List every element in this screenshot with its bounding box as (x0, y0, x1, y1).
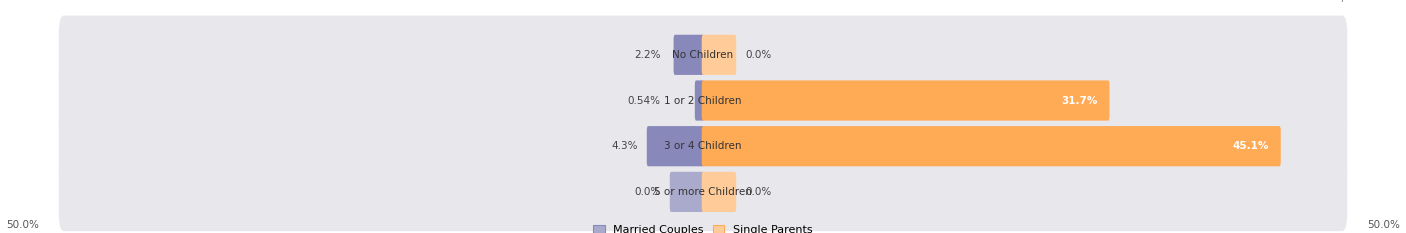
Text: 2.2%: 2.2% (634, 50, 661, 60)
Text: 3 or 4 Children: 3 or 4 Children (664, 141, 742, 151)
Text: INCOME BELOW POVERTY AMONG MARRIED-COUPLE VS SINGLE-PARENT HOUSEHOLDS IN SHERIDA: INCOME BELOW POVERTY AMONG MARRIED-COUPL… (360, 0, 1046, 2)
Text: 0.54%: 0.54% (628, 96, 661, 106)
Text: 31.7%: 31.7% (1062, 96, 1098, 106)
FancyBboxPatch shape (59, 107, 1347, 185)
FancyBboxPatch shape (647, 126, 704, 166)
Text: 50.0%: 50.0% (7, 220, 39, 230)
Text: 50.0%: 50.0% (1367, 220, 1399, 230)
FancyBboxPatch shape (695, 80, 704, 121)
Text: No Children: No Children (672, 50, 734, 60)
Text: 45.1%: 45.1% (1233, 141, 1270, 151)
FancyBboxPatch shape (59, 16, 1347, 94)
Text: 0.0%: 0.0% (745, 187, 772, 197)
FancyBboxPatch shape (673, 35, 704, 75)
FancyBboxPatch shape (702, 80, 1109, 121)
Text: 0.0%: 0.0% (745, 50, 772, 60)
Text: 5 or more Children: 5 or more Children (654, 187, 752, 197)
FancyBboxPatch shape (669, 172, 704, 212)
FancyBboxPatch shape (702, 35, 737, 75)
Text: 1 or 2 Children: 1 or 2 Children (664, 96, 742, 106)
FancyBboxPatch shape (702, 126, 1281, 166)
FancyBboxPatch shape (702, 172, 737, 212)
Legend: Married Couples, Single Parents: Married Couples, Single Parents (589, 220, 817, 233)
FancyBboxPatch shape (59, 153, 1347, 231)
FancyBboxPatch shape (59, 61, 1347, 140)
Text: 4.3%: 4.3% (612, 141, 638, 151)
Text: 0.0%: 0.0% (634, 187, 661, 197)
Text: Source: ZipAtlas.com: Source: ZipAtlas.com (1289, 0, 1399, 2)
